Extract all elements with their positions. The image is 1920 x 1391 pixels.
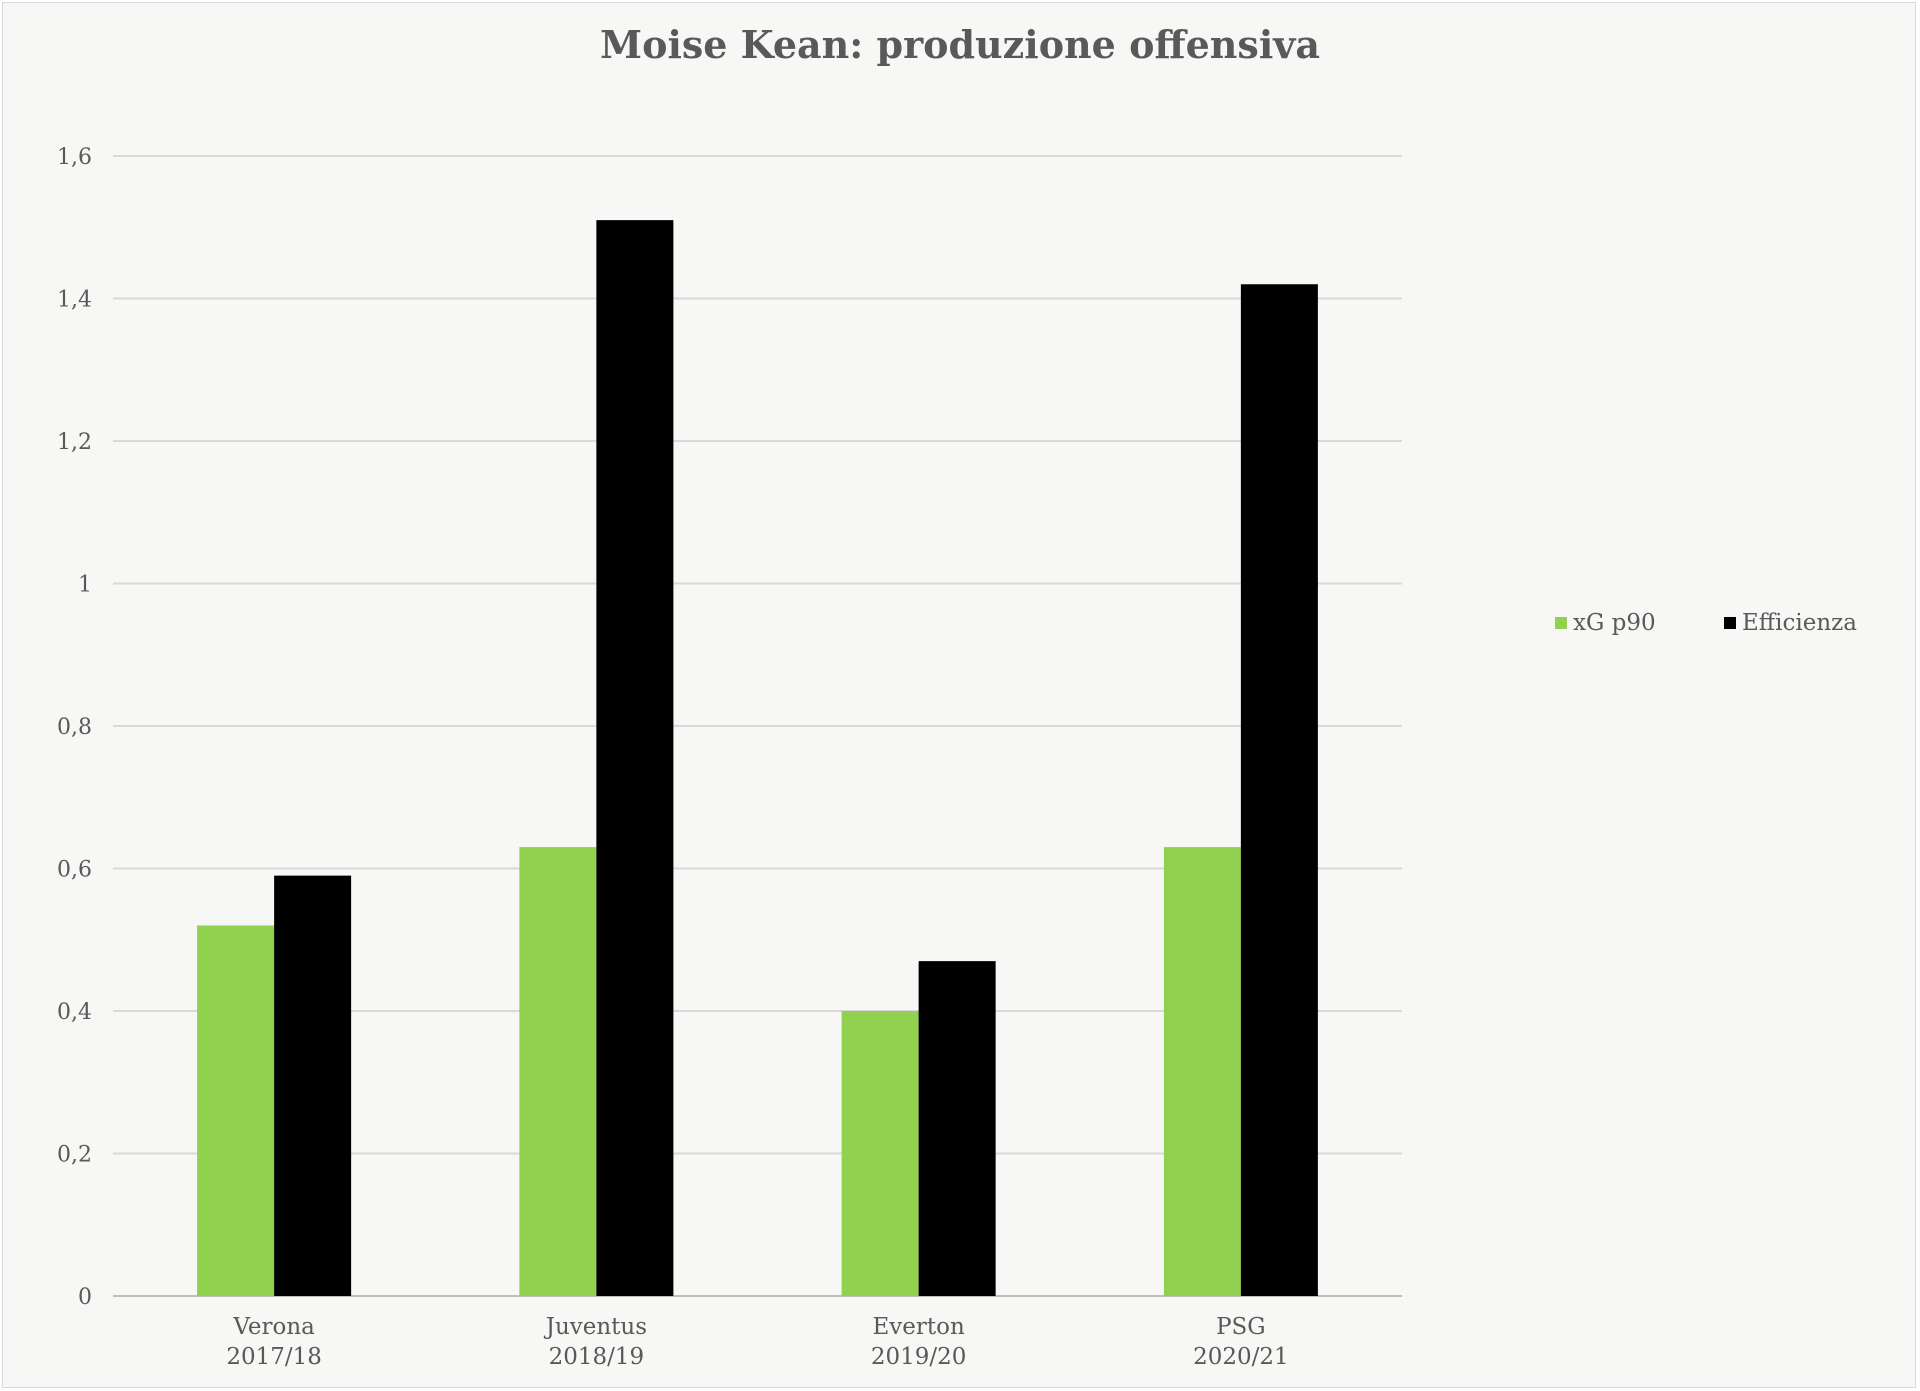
y-tick-label: 1 [78, 573, 92, 598]
legend: xG p90 Efficienza [1555, 610, 1857, 636]
x-axis: Verona 2017/18 Juventus 2018/19 Everton 2019/… [226, 1314, 1288, 1370]
x-tick-label-season: 2018/19 [549, 1344, 645, 1370]
y-tick-label: 1,6 [57, 145, 92, 170]
bar-efficienza-verona [274, 875, 352, 1296]
bar-efficienza-juventus [596, 220, 674, 1296]
x-tick-label-team: Verona [232, 1314, 315, 1340]
bar-efficienza-everton [918, 961, 996, 1296]
y-tick-label: 0 [78, 1285, 92, 1310]
bar-xg-p90-juventus [519, 847, 597, 1296]
bar-xg-p90-verona [197, 925, 275, 1296]
y-axis-ticks: 0 0,2 0,4 0,6 0,8 1 1,2 1,4 1,6 [57, 145, 92, 1310]
y-tick-label: 0,6 [57, 858, 92, 883]
x-tick-label-season: 2017/18 [226, 1344, 322, 1370]
legend-label: Efficienza [1742, 610, 1857, 636]
legend-swatch [1555, 617, 1567, 629]
legend-swatch [1724, 617, 1736, 629]
legend-label: xG p90 [1573, 610, 1656, 636]
x-tick-label-team: Juventus [544, 1314, 647, 1340]
y-tick-label: 1,2 [57, 430, 92, 455]
bar-efficienza-psg [1240, 284, 1318, 1296]
x-tick-label-season: 2020/21 [1193, 1344, 1289, 1370]
bar-xg-p90-psg [1163, 847, 1241, 1296]
y-tick-label: 0,4 [57, 1000, 92, 1025]
x-tick-label-team: PSG [1216, 1314, 1266, 1340]
x-tick-label-team: Everton [872, 1314, 964, 1340]
x-tick-label-season: 2019/20 [871, 1344, 967, 1370]
bars [197, 220, 1318, 1296]
y-tick-label: 1,4 [57, 288, 92, 313]
y-tick-label: 0,2 [57, 1143, 92, 1168]
bar-xg-p90-everton [841, 1011, 919, 1296]
chart-title: Moise Kean: produzione offensiva [600, 22, 1320, 67]
y-tick-label: 0,8 [57, 715, 92, 740]
